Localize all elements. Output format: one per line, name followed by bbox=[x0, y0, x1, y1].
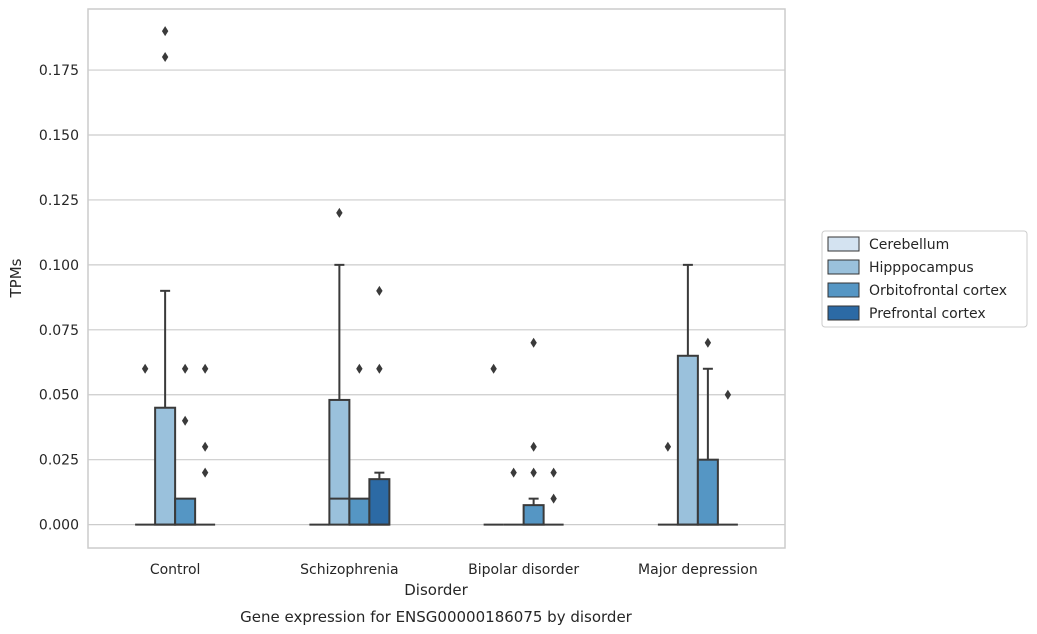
legend-label: Orbitofrontal cortex bbox=[869, 283, 1007, 299]
plot-area bbox=[135, 26, 738, 526]
legend-label: Cerebellum bbox=[869, 237, 949, 253]
gridlines bbox=[88, 69, 785, 526]
series-cerebellum bbox=[135, 363, 678, 526]
x-tick-label: Control bbox=[150, 562, 201, 578]
x-tick-label: Schizophrenia bbox=[300, 562, 398, 578]
box-bipolar-disorder bbox=[503, 467, 524, 526]
box-body bbox=[522, 504, 545, 526]
outlier-point bbox=[161, 52, 169, 63]
box-major-depression bbox=[717, 389, 738, 526]
y-tick-label: 0.050 bbox=[39, 388, 79, 404]
legend-swatch bbox=[827, 305, 860, 321]
plot-frame bbox=[87, 8, 786, 549]
legend-swatch bbox=[827, 236, 860, 252]
box-body bbox=[696, 458, 719, 526]
box-control bbox=[154, 26, 177, 526]
box-control bbox=[135, 363, 156, 526]
outlier-point bbox=[530, 467, 537, 478]
y-tick-label: 0.000 bbox=[39, 518, 79, 534]
x-tick-label: Bipolar disorder bbox=[468, 562, 579, 578]
legend-frame bbox=[821, 230, 1028, 328]
outlier-point bbox=[530, 441, 537, 452]
box-control bbox=[195, 363, 216, 526]
box-major-depression bbox=[676, 263, 699, 526]
box-body bbox=[348, 497, 371, 526]
box-bipolar-disorder bbox=[543, 467, 564, 526]
series-hipppocampus bbox=[154, 26, 699, 526]
y-tick-label: 0.025 bbox=[39, 453, 79, 469]
box-bipolar-disorder bbox=[522, 337, 545, 526]
y-tick-label: 0.075 bbox=[39, 323, 79, 339]
outlier-point bbox=[336, 207, 343, 218]
y-axis: 0.000 0.025 0.050 0.075 0.100 0.125 0.150 0.175 bbox=[39, 63, 79, 534]
outlier-point bbox=[704, 337, 712, 348]
legend-label: Hipppocampus bbox=[869, 260, 974, 276]
y-tick-label: 0.175 bbox=[39, 63, 79, 79]
outlier-point bbox=[161, 26, 169, 37]
legend: Cerebellum Hipppocampus Orbitofrontal cort… bbox=[821, 230, 1028, 328]
outlier-point bbox=[664, 441, 672, 452]
x-axis-title: Disorder bbox=[404, 581, 468, 599]
outlier-point bbox=[724, 389, 732, 400]
outlier-point bbox=[141, 363, 149, 374]
legend-swatch bbox=[827, 259, 860, 275]
outlier-point bbox=[376, 363, 383, 374]
box-schizophrenia bbox=[328, 207, 351, 526]
series-orbitofrontal-cortex bbox=[174, 337, 719, 526]
outlier-point bbox=[376, 285, 383, 296]
outlier-point bbox=[201, 441, 209, 452]
outlier-point bbox=[201, 467, 209, 478]
x-axis: Control Schizophrenia Bipolar disorder Majo… bbox=[150, 562, 758, 578]
box-body bbox=[676, 354, 699, 526]
outlier-point bbox=[490, 363, 497, 374]
outlier-point bbox=[510, 467, 517, 478]
outlier-point bbox=[201, 363, 209, 374]
legend-swatch bbox=[827, 282, 860, 298]
outlier-point bbox=[181, 415, 189, 426]
chart-title: Gene expression for ENSG00000186075 by d… bbox=[240, 608, 633, 626]
outlier-point bbox=[550, 467, 557, 478]
box-body bbox=[328, 398, 351, 526]
box-control bbox=[174, 363, 197, 526]
y-axis-title: TPMs bbox=[7, 258, 25, 298]
box-major-depression bbox=[657, 441, 678, 526]
box-body bbox=[154, 406, 177, 526]
box-body bbox=[174, 497, 197, 526]
y-tick-label: 0.100 bbox=[39, 258, 79, 274]
series-prefrontal-cortex bbox=[195, 285, 738, 526]
outlier-point bbox=[550, 493, 557, 504]
outlier-point bbox=[530, 337, 537, 348]
y-tick-label: 0.150 bbox=[39, 128, 79, 144]
outlier-point bbox=[181, 363, 189, 374]
x-tick-label: Major depression bbox=[638, 562, 758, 578]
box-schizophrenia bbox=[348, 363, 371, 526]
box-bipolar-disorder bbox=[483, 363, 504, 526]
box-major-depression bbox=[696, 337, 719, 526]
outlier-point bbox=[356, 363, 363, 374]
box-schizophrenia bbox=[368, 285, 391, 526]
legend-label: Prefrontal cortex bbox=[869, 306, 986, 322]
y-tick-label: 0.125 bbox=[39, 193, 79, 209]
box-body bbox=[368, 478, 391, 526]
